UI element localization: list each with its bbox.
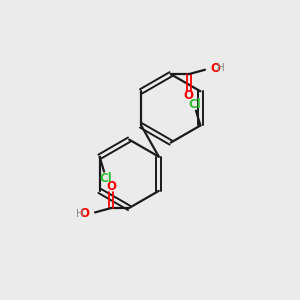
Text: Cl: Cl — [188, 98, 201, 111]
Text: O: O — [210, 62, 220, 75]
Text: H: H — [76, 209, 83, 219]
Text: H: H — [217, 63, 224, 73]
Text: O: O — [106, 180, 116, 193]
Text: Cl: Cl — [99, 172, 112, 184]
Text: O: O — [184, 89, 194, 102]
Text: O: O — [80, 207, 90, 220]
